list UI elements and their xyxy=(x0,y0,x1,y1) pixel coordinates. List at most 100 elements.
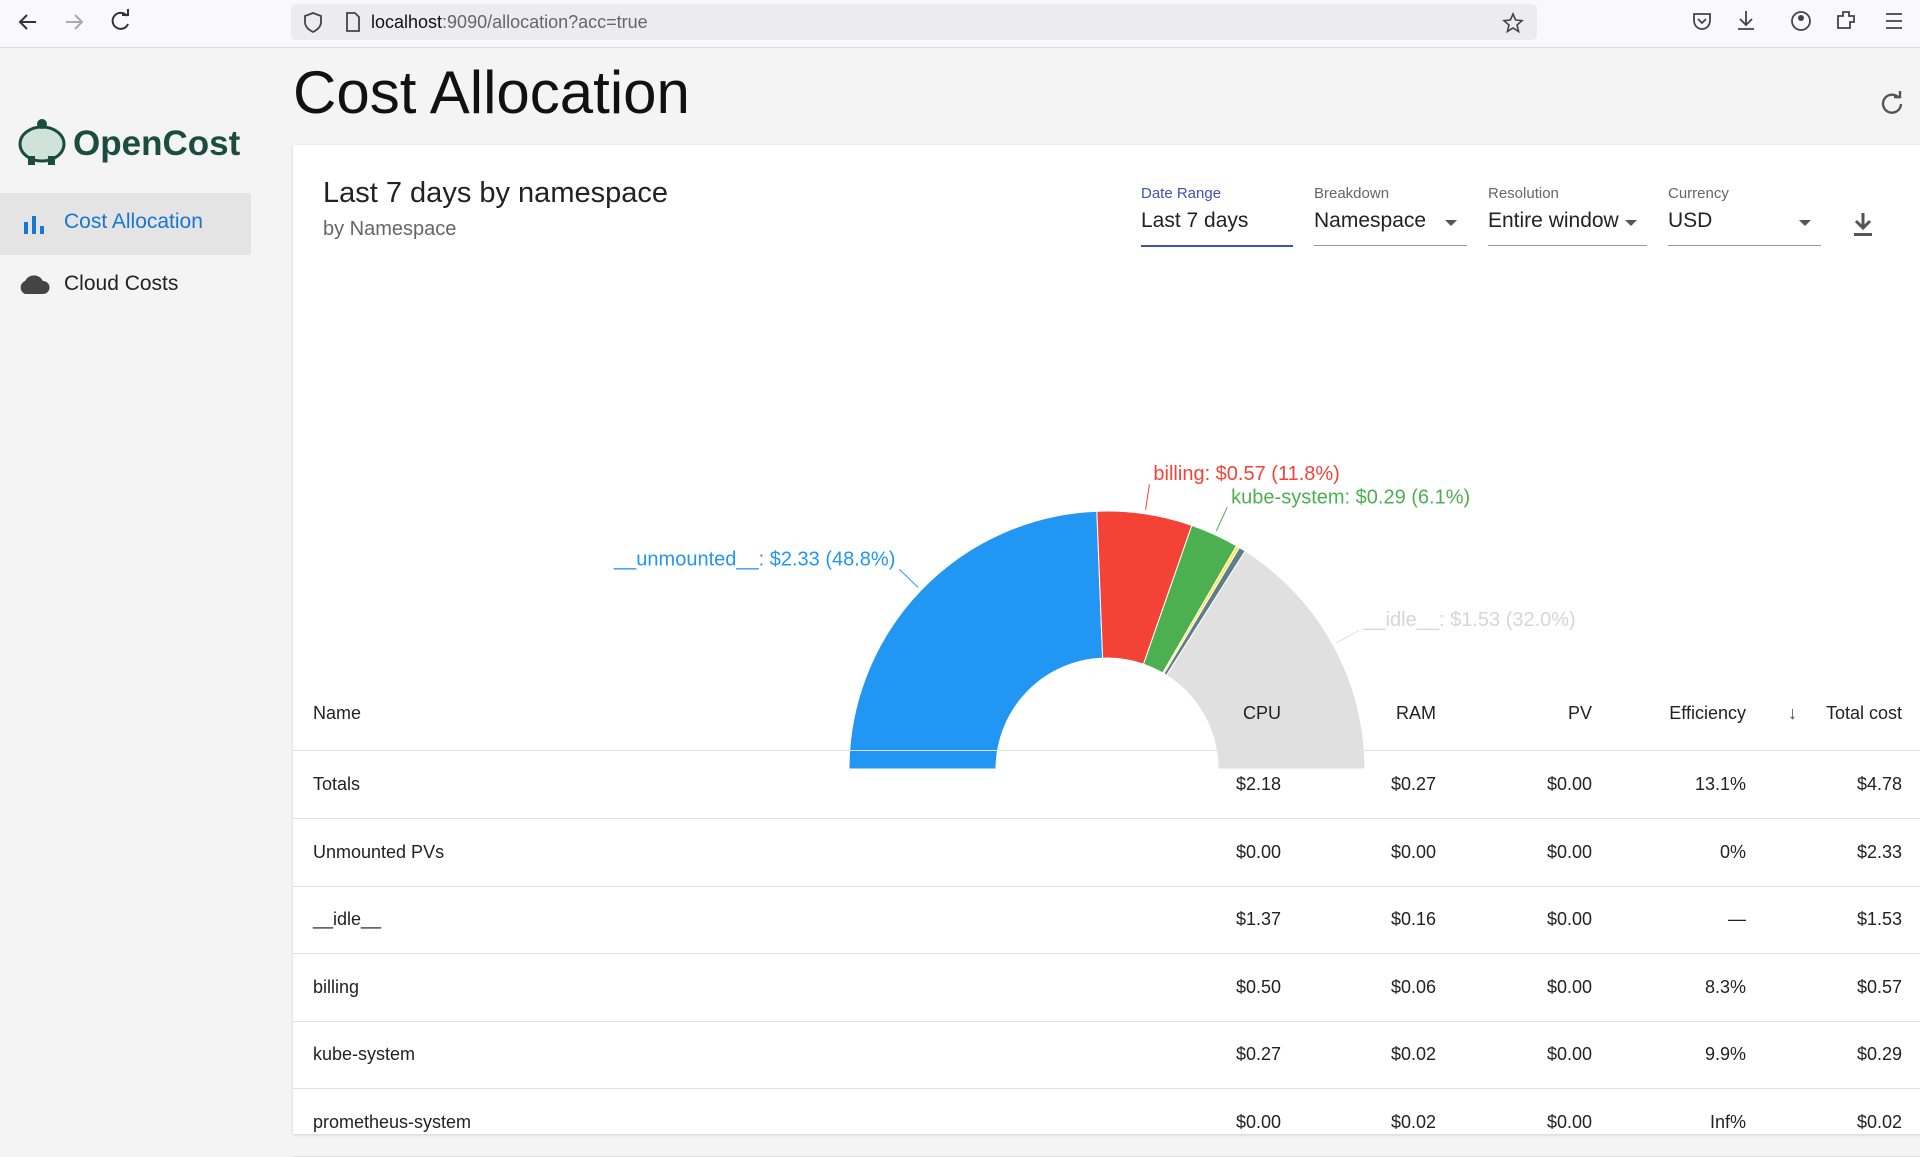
table-cell: $0.00 xyxy=(1546,1111,1592,1132)
slice-label: billing: $0.57 (11.8%) xyxy=(1153,463,1339,485)
allocation-panel: Last 7 days by namespace by Namespace Da… xyxy=(293,145,1920,1157)
table-cell: $1.53 xyxy=(1856,909,1902,929)
table-cell: $0.06 xyxy=(1390,976,1436,997)
nav-icon-chart xyxy=(24,216,44,234)
table-cell: — xyxy=(1728,909,1746,929)
field-label: Date Range xyxy=(1141,185,1222,202)
refresh-button[interactable] xyxy=(1879,90,1905,116)
table-cell: $0.27 xyxy=(1390,774,1436,794)
table-row[interactable]: __idle__ $1.37 $0.16 $0.00 — $1.53 xyxy=(293,886,1920,954)
table-row[interactable]: kube-system $0.27 $0.02 $0.00 9.9% $0.29 xyxy=(293,1021,1920,1089)
dropdown-arrow xyxy=(1445,220,1457,226)
table-cell: $0.16 xyxy=(1390,909,1436,929)
nav-buttons[interactable] xyxy=(0,0,291,47)
select-field[interactable]: Date Range Last 7 days xyxy=(1141,185,1293,247)
browser-toolbar: localhost:9090/allocation?acc=true xyxy=(0,0,1920,48)
table-cell: $0.00 xyxy=(1235,1111,1281,1132)
table-cell: 9.9% xyxy=(1704,1044,1746,1064)
table-cell: $2.18 xyxy=(1235,774,1281,794)
table-row[interactable]: billing $0.50 $0.06 $0.00 8.3% $0.57 xyxy=(293,954,1920,1022)
url-text: localhost:9090/allocation?acc=true xyxy=(371,12,648,33)
column-header[interactable]: Name xyxy=(313,703,362,723)
column-header[interactable]: PV xyxy=(1567,703,1592,723)
url-bar[interactable]: localhost:9090/allocation?acc=true xyxy=(291,4,1537,40)
table-cell: 8.3% xyxy=(1704,976,1746,997)
panel-title: Last 7 days by namespace xyxy=(323,177,668,209)
table-cell: $0.00 xyxy=(1546,1044,1592,1064)
table-row[interactable]: prometheus-system $0.00 $0.02 $0.00 Inf% $0.0… xyxy=(293,1089,1920,1157)
sort-arrow: ↓ xyxy=(1788,703,1797,723)
table-cell: $0.00 xyxy=(1546,841,1592,862)
download-button[interactable] xyxy=(1851,211,1875,239)
table-cell: $0.00 xyxy=(1546,909,1592,929)
table-row[interactable]: Totals $2.18 $0.27 $0.00 13.1% $4.78 xyxy=(293,751,1920,819)
table-cell: 13.1% xyxy=(1694,774,1746,794)
column-header[interactable]: Total cost xyxy=(1825,703,1902,723)
table-cell: $4.78 xyxy=(1856,774,1902,794)
panel-subtitle: by Namespace xyxy=(323,218,457,240)
allocation-table: Name CPU RAM PV Efficiency Total cost ↓ Totals $… xyxy=(293,665,1920,1157)
table-cell: Inf% xyxy=(1709,1111,1746,1132)
table-cell: prometheus-system xyxy=(313,1111,472,1132)
column-header[interactable]: CPU xyxy=(1242,703,1281,723)
field-value: USD xyxy=(1668,209,1713,232)
nav-item[interactable]: Cost Allocation xyxy=(64,210,203,233)
url-icons xyxy=(304,12,360,34)
table-cell: __idle__ xyxy=(313,909,382,929)
nav-item-active[interactable] xyxy=(0,193,251,255)
cost-chart: __unmounted__: $2.33 (48.8%) billing: $0.… xyxy=(613,463,1576,770)
label-leader xyxy=(899,569,919,588)
select-field[interactable]: Currency USD xyxy=(1668,185,1821,246)
table-cell: $2.33 xyxy=(1856,841,1902,862)
table-cell: $0.29 xyxy=(1856,1044,1902,1064)
slice-label: kube-system: $0.29 (6.1%) xyxy=(1231,486,1470,508)
brand-name: OpenCost xyxy=(73,124,241,163)
bookmark-star[interactable] xyxy=(1502,12,1524,34)
field-label: Currency xyxy=(1668,185,1729,202)
page-title: Cost Allocation xyxy=(293,59,690,126)
brand-logo xyxy=(18,119,66,165)
table-cell: 0% xyxy=(1719,841,1746,862)
toolbar-icons[interactable] xyxy=(1690,8,1920,38)
table-cell: $0.00 xyxy=(1390,841,1436,862)
table-cell: $0.00 xyxy=(1546,774,1592,794)
select-field[interactable]: Breakdown Namespace xyxy=(1314,185,1467,246)
field-value: Entire window xyxy=(1488,209,1619,232)
table-cell: $0.02 xyxy=(1390,1044,1436,1064)
table-header: Name CPU RAM PV Efficiency Total cost ↓ xyxy=(293,665,1920,751)
table-cell: Unmounted PVs xyxy=(313,841,445,862)
nav-item[interactable]: Cloud Costs xyxy=(64,272,179,295)
pie-slice xyxy=(848,510,1104,770)
label-leader xyxy=(1336,629,1360,644)
label-leader xyxy=(1215,507,1228,532)
table-cell: billing xyxy=(313,976,360,997)
label-leader xyxy=(1145,484,1150,510)
pie-slice xyxy=(1165,550,1366,770)
nav-icon-cloud xyxy=(20,275,50,294)
table-cell: Totals xyxy=(313,774,361,794)
table-cell: $0.00 xyxy=(1546,976,1592,997)
column-header[interactable]: RAM xyxy=(1396,703,1436,723)
slice-label: __unmounted__: $2.33 (48.8%) xyxy=(613,548,895,570)
table-cell: $0.57 xyxy=(1856,976,1902,997)
field-label: Breakdown xyxy=(1314,185,1390,202)
select-field[interactable]: Resolution Entire window xyxy=(1488,185,1647,246)
table-cell: $0.02 xyxy=(1390,1111,1436,1132)
column-header[interactable]: Efficiency xyxy=(1669,703,1746,723)
dropdown-arrow xyxy=(1799,220,1811,226)
table-cell: kube-system xyxy=(313,1044,416,1064)
table-cell: $0.27 xyxy=(1235,1044,1281,1064)
table-row[interactable]: Unmounted PVs $0.00 $0.00 $0.00 0% $2.33 xyxy=(293,819,1920,887)
field-value: Last 7 days xyxy=(1141,209,1249,232)
table-cell: $1.37 xyxy=(1235,909,1281,929)
table-cell: $0.02 xyxy=(1856,1111,1902,1132)
url-host: localhost xyxy=(371,12,443,32)
table-cell: $0.00 xyxy=(1235,841,1281,862)
slice-label: __idle__: $1.53 (32.0%) xyxy=(1362,609,1575,631)
dropdown-arrow xyxy=(1625,220,1637,226)
table-cell: $0.50 xyxy=(1235,976,1281,997)
url-path: :9090/allocation?acc=true xyxy=(442,12,648,32)
field-label: Resolution xyxy=(1488,185,1559,202)
field-value: Namespace xyxy=(1314,209,1427,232)
